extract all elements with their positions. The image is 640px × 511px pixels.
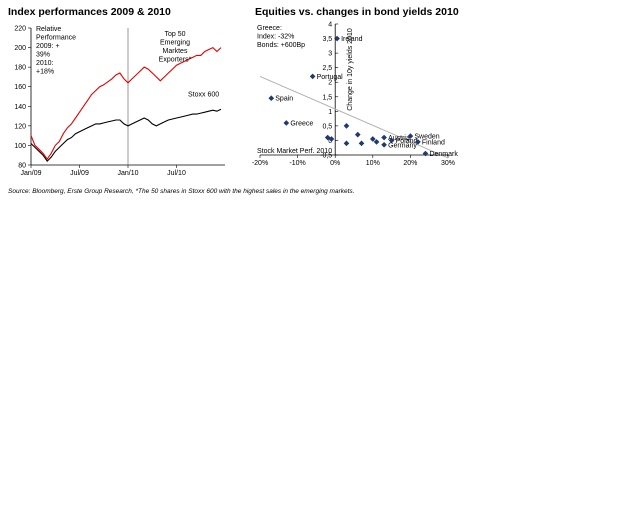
scatter-point: [328, 136, 335, 142]
greece-annotation: Greece:: [257, 25, 282, 32]
y-tick-label: 1: [328, 109, 332, 116]
x-tick-label: 0%: [330, 160, 340, 167]
top50-annotation: Exporters*: [159, 57, 192, 64]
x-tick-label: Jan/09: [20, 170, 41, 177]
y-tick-label: 0: [328, 138, 332, 145]
scatter-point: [268, 95, 275, 102]
y-tick-label: -0,5: [320, 153, 332, 160]
y-tick-label: 3,5: [322, 36, 332, 43]
y-tick-label: 160: [14, 84, 26, 91]
greece-annotation: Index: -32%: [257, 34, 294, 41]
y-tick-label: 120: [14, 123, 26, 130]
scatter-point-label: Germany: [388, 142, 417, 149]
y-tick-label: 2,5: [322, 65, 332, 72]
relative-performance-annotation: Relative: [36, 26, 61, 33]
scatter-point: [358, 140, 365, 147]
x-tick-label: -20%: [252, 160, 268, 167]
x-tick-label: Jul/10: [167, 170, 186, 177]
scatter-point-label: Ireland: [341, 36, 363, 43]
stoxx-annotation: Stoxx 600: [188, 92, 219, 99]
scatter-point-label: Denmark: [429, 151, 458, 158]
scatter-point-label: Spain: [275, 96, 293, 103]
relative-performance-annotation: 2009: +: [36, 43, 60, 50]
scatter-point: [381, 141, 387, 148]
y-tick-label: 220: [14, 26, 26, 33]
scatter-point: [343, 123, 350, 129]
y-tick-label: 180: [14, 65, 26, 72]
y-tick-label: 80: [18, 163, 26, 170]
trend-line: [259, 75, 449, 159]
series-line: [30, 108, 222, 162]
scatter-point-label: Sweden: [414, 134, 439, 141]
scatter-point: [388, 137, 395, 144]
x-tick-label: 20%: [403, 160, 417, 167]
scatter-point: [343, 140, 350, 147]
top50-annotation: Emerging: [160, 40, 190, 47]
bond-yield-scatter-chart: -0,5 0 0,5 1 1,5 2 2,5 3 3,5 4 -20% -10% 0% 10% 20% 30%…: [252, 22, 459, 168]
source-note: Source: Bloomberg, Erste Group Research,…: [8, 188, 355, 195]
x-tick-label: 10%: [366, 160, 380, 167]
y-tick-label: 140: [14, 104, 26, 111]
scatter-point: [422, 150, 429, 157]
relative-performance-annotation: Performance: [36, 35, 76, 42]
y-tick-label: 100: [14, 143, 26, 150]
scatter-point-label: Poland: [396, 138, 418, 145]
x-tick-label: -10%: [289, 160, 305, 167]
scatter-point: [369, 136, 376, 142]
scatter-point-label: Greece: [290, 120, 313, 127]
scatter-point-label: Portugal: [317, 74, 344, 81]
line-chart-title: Index performances 2009 & 2010: [8, 6, 171, 18]
top50-annotation: Marktes: [163, 48, 188, 55]
y-tick-label: 200: [14, 45, 26, 52]
x-tick-label: 30%: [441, 160, 455, 167]
scatter-point: [309, 73, 316, 80]
x-tick-label: Jul/09: [70, 170, 89, 177]
scatter-point: [354, 131, 361, 138]
scatter-point: [381, 134, 387, 141]
top50-annotation: Top 50: [164, 31, 185, 38]
greece-annotation: Bonds: +600Bp: [257, 42, 305, 49]
relative-performance-annotation: 39%: [36, 52, 50, 59]
scatter-point-label: Austria: [388, 135, 410, 142]
scatter-point-label: Finland: [422, 139, 445, 146]
relative-performance-annotation: +18%: [36, 69, 54, 76]
y-tick-label: 1,5: [322, 94, 332, 101]
x-tick-label: Jan/10: [117, 170, 138, 177]
y-axis-label: Change in 10y yields 2010: [347, 28, 354, 111]
scatter-point: [283, 120, 290, 126]
relative-performance-annotation: 2010:: [36, 60, 54, 67]
scatter-point: [373, 139, 380, 145]
index-performance-chart: 80 100 120 140 160 180 200 220 Jan/09 Jul/09 Jan/1…: [14, 26, 225, 177]
scatter-point: [407, 133, 414, 139]
scatter-point: [415, 139, 421, 145]
scatter-chart-title: Equities vs. changes in bond yields 2010: [255, 6, 459, 18]
y-tick-label: 2: [328, 80, 332, 87]
y-tick-label: 4: [328, 22, 332, 29]
series-line: [30, 46, 222, 161]
y-tick-label: 0,5: [322, 123, 332, 130]
x-axis-label: Stock Market Perf. 2010: [257, 148, 332, 155]
y-tick-label: 3: [328, 51, 332, 58]
